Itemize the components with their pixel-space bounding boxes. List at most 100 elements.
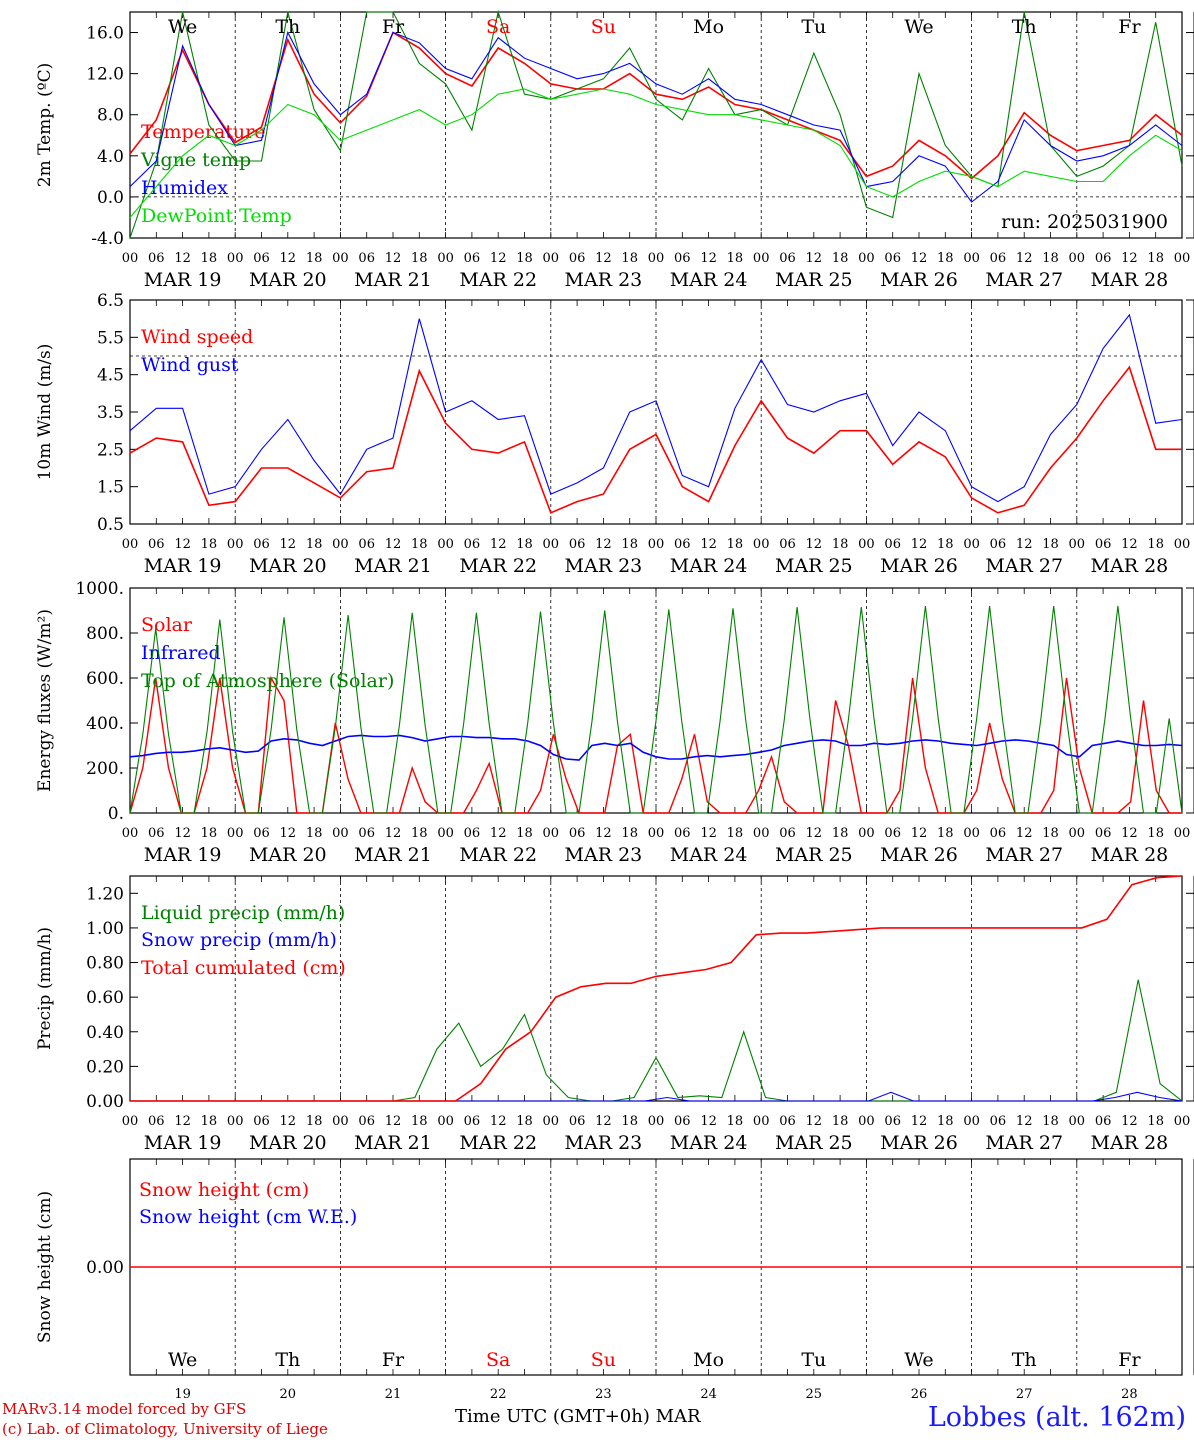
hour-label: 00 xyxy=(543,251,560,266)
hour-label: 18 xyxy=(727,1114,744,1129)
legend-label: Snow height (cm W.E.) xyxy=(139,1206,357,1228)
hour-label: 18 xyxy=(937,826,954,841)
hour-label: 00 xyxy=(1069,251,1086,266)
hour-label: 00 xyxy=(227,251,244,266)
day-label: MAR 28 xyxy=(1091,555,1169,577)
y-tick-label: 8.0 xyxy=(97,106,124,126)
hour-label: 06 xyxy=(148,537,165,552)
hour-label: 00 xyxy=(1174,826,1191,841)
hour-label: 18 xyxy=(306,537,323,552)
hour-label: 18 xyxy=(937,537,954,552)
y-tick-label: 16.0 xyxy=(86,24,124,44)
day-label: MAR 20 xyxy=(249,269,327,291)
hour-label: 18 xyxy=(1042,826,1059,841)
day-label: MAR 22 xyxy=(459,1132,537,1154)
day-label: MAR 27 xyxy=(985,844,1063,866)
hour-label: 18 xyxy=(411,826,428,841)
hour-label: 06 xyxy=(464,1114,481,1129)
hour-label: 06 xyxy=(1095,251,1112,266)
model-credit: MARv3.14 model forced by GFS xyxy=(2,1400,247,1418)
y-axis-label: 2m Temp. (ºC) xyxy=(35,63,55,188)
y-tick-label: 0.60 xyxy=(86,988,124,1008)
hour-label: 06 xyxy=(990,251,1007,266)
hour-label: 12 xyxy=(1016,537,1033,552)
day-number-label: 26 xyxy=(911,1387,928,1402)
hour-label: 12 xyxy=(700,826,717,841)
hour-label: 18 xyxy=(621,251,638,266)
hour-label: 06 xyxy=(148,1114,165,1129)
hour-label: 12 xyxy=(174,1114,191,1129)
hour-label: 06 xyxy=(464,537,481,552)
hour-label: 06 xyxy=(253,826,270,841)
day-label: MAR 24 xyxy=(670,269,748,291)
day-label: MAR 25 xyxy=(775,1132,853,1154)
weekday-label: We xyxy=(904,1349,933,1371)
day-label: MAR 22 xyxy=(459,269,537,291)
hour-label: 00 xyxy=(543,826,560,841)
hour-label: 12 xyxy=(700,251,717,266)
hour-label: 12 xyxy=(1121,251,1138,266)
day-label: MAR 23 xyxy=(565,555,643,577)
legend-label: Wind speed xyxy=(141,326,253,348)
day-number-label: 20 xyxy=(280,1387,297,1402)
hour-label: 12 xyxy=(490,251,507,266)
hour-label: 18 xyxy=(1147,826,1164,841)
y-axis-label: 10m Wind (m/s) xyxy=(35,344,55,481)
y-tick-label: 0.40 xyxy=(86,1023,124,1043)
weekday-label: Fr xyxy=(1118,1349,1141,1371)
hour-label: 18 xyxy=(201,251,218,266)
hour-label: 00 xyxy=(122,826,139,841)
hour-label: 12 xyxy=(280,251,297,266)
hour-label: 12 xyxy=(700,1114,717,1129)
day-label: MAR 27 xyxy=(985,555,1063,577)
y-tick-label: 1.5 xyxy=(97,478,124,498)
hour-label: 06 xyxy=(674,537,691,552)
weekday-label: Mo xyxy=(693,16,724,38)
hour-label: 06 xyxy=(569,1114,586,1129)
hour-label: 00 xyxy=(963,826,980,841)
day-label: MAR 19 xyxy=(144,269,222,291)
hour-label: 06 xyxy=(1095,1114,1112,1129)
day-label: MAR 20 xyxy=(249,1132,327,1154)
legend-label: Wind gust xyxy=(141,354,239,376)
y-tick-label: 12.0 xyxy=(86,65,124,85)
day-label: MAR 23 xyxy=(565,1132,643,1154)
hour-label: 18 xyxy=(621,1114,638,1129)
y-tick-label: 400. xyxy=(86,714,124,734)
series-line xyxy=(129,30,1183,203)
y-axis-label: Energy fluxes (W/m²) xyxy=(35,609,55,792)
legend-label: Vigne temp xyxy=(140,149,251,171)
hour-label: 18 xyxy=(201,1114,218,1129)
day-label: MAR 27 xyxy=(985,1132,1063,1154)
panel-frame xyxy=(129,299,1183,525)
hour-label: 06 xyxy=(148,251,165,266)
hour-label: 00 xyxy=(1174,251,1191,266)
y-tick-label: 1.00 xyxy=(86,919,124,939)
hour-label: 06 xyxy=(358,537,375,552)
lab-credit: (c) Lab. of Climatology, University of L… xyxy=(2,1420,328,1438)
hour-label: 00 xyxy=(858,826,875,841)
hour-label: 12 xyxy=(385,1114,402,1129)
hour-label: 06 xyxy=(990,537,1007,552)
hour-label: 18 xyxy=(201,826,218,841)
hour-label: 06 xyxy=(358,1114,375,1129)
weekday-label: We xyxy=(168,1349,197,1371)
legend-label: Snow height (cm) xyxy=(139,1179,309,1201)
hour-label: 12 xyxy=(174,826,191,841)
weekday-label: Sa xyxy=(486,1349,510,1371)
series-line xyxy=(130,875,1183,1102)
day-label: MAR 21 xyxy=(354,1132,432,1154)
weekday-label: Fr xyxy=(1118,16,1141,38)
hour-label: 12 xyxy=(806,826,823,841)
hour-label: 12 xyxy=(595,251,612,266)
day-label: MAR 20 xyxy=(249,844,327,866)
day-label: MAR 23 xyxy=(565,269,643,291)
hour-label: 12 xyxy=(280,537,297,552)
y-tick-label: 4.5 xyxy=(97,366,124,386)
hour-label: 06 xyxy=(148,826,165,841)
hour-label: 18 xyxy=(1042,1114,1059,1129)
hour-label: 18 xyxy=(937,251,954,266)
hour-label: 00 xyxy=(1069,826,1086,841)
hour-label: 00 xyxy=(1174,537,1191,552)
hour-label: 06 xyxy=(253,537,270,552)
